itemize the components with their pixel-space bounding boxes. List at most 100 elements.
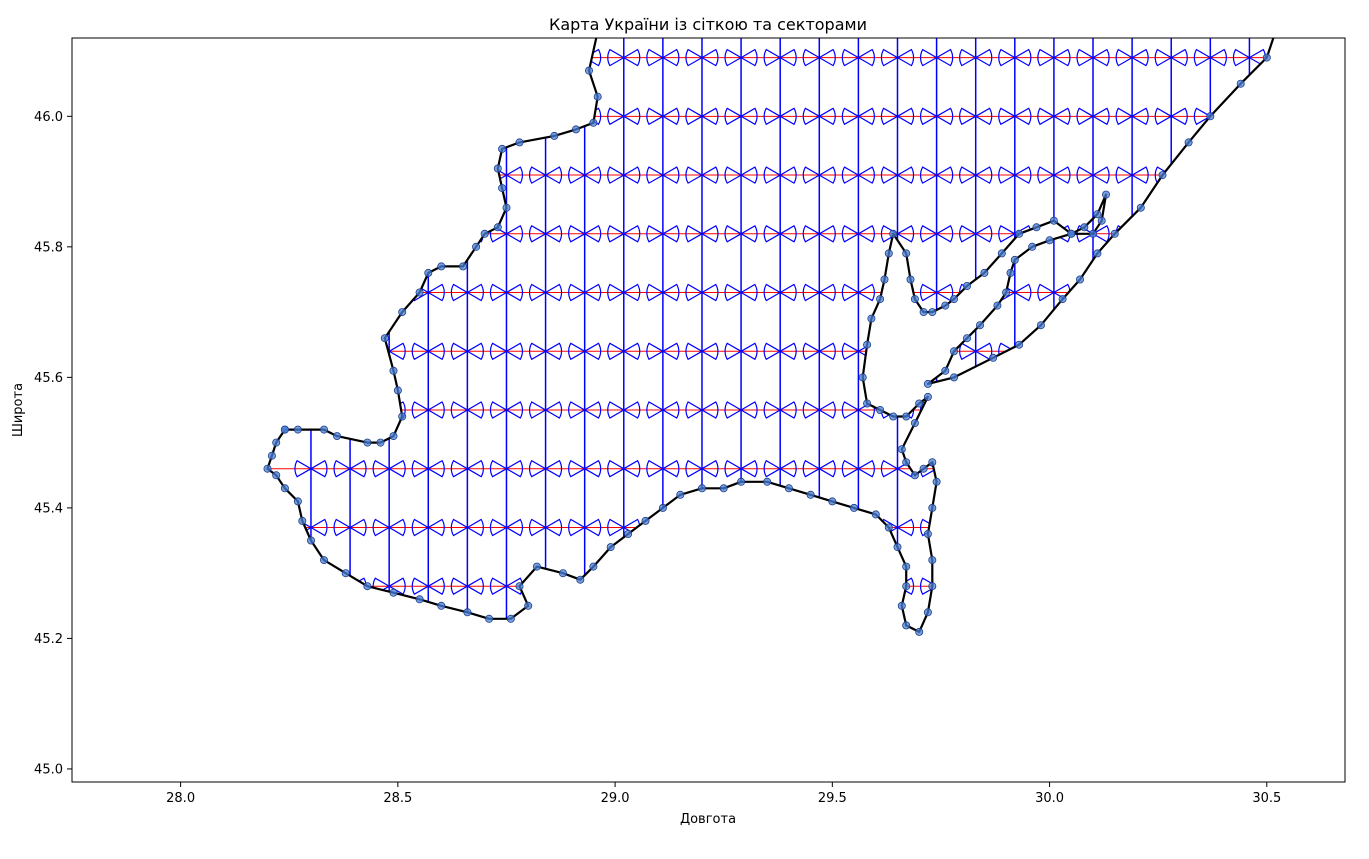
- sector-wedge: [1013, 283, 1032, 302]
- sector-wedge: [646, 107, 665, 126]
- boundary-point: [850, 503, 859, 512]
- sector-wedge: [607, 401, 626, 419]
- sector-wedge: [724, 48, 743, 67]
- boundary-point: [1010, 255, 1019, 264]
- sector-wedge: [646, 283, 665, 302]
- sector-wedge: [489, 283, 508, 302]
- sector-wedge: [1232, 48, 1251, 67]
- sector-wedge: [685, 342, 704, 361]
- sector-wedge: [919, 577, 938, 596]
- boundary-point: [506, 614, 515, 623]
- sector-wedge: [1130, 107, 1149, 126]
- boundary-point: [1093, 210, 1102, 219]
- sector-wedge: [880, 107, 899, 126]
- sector-wedge: [739, 224, 758, 243]
- sector-wedge: [998, 107, 1017, 126]
- sector-wedge: [646, 401, 665, 419]
- sector-wedge: [544, 283, 563, 302]
- y-axis-label: Широта: [11, 383, 26, 437]
- boundary-point: [871, 510, 880, 519]
- boundary-point: [902, 621, 911, 630]
- boundary-point: [593, 92, 602, 101]
- boundary-point: [963, 334, 972, 343]
- sector-wedge: [998, 224, 1017, 243]
- sector-wedge: [739, 166, 758, 184]
- y-tick-label: 46.0: [34, 110, 63, 125]
- sector-wedge: [802, 342, 821, 361]
- boundary-point: [437, 601, 446, 610]
- sector-wedge: [427, 459, 445, 478]
- sector-wedge: [857, 283, 875, 302]
- sector-wedge: [880, 166, 899, 184]
- sector-wedge: [489, 459, 508, 478]
- sector-wedge: [568, 401, 586, 419]
- boundary-point: [293, 497, 302, 506]
- sector-wedge: [333, 518, 352, 537]
- boundary-point: [902, 249, 911, 258]
- sector-wedge: [763, 107, 782, 126]
- boundary-point: [1076, 275, 1085, 284]
- sector-wedge: [1091, 107, 1110, 126]
- boundary-point: [923, 530, 932, 539]
- sector-wedge: [528, 518, 547, 537]
- boundary-point: [589, 118, 598, 127]
- sector-wedge: [841, 283, 860, 302]
- boundary-point: [493, 164, 502, 173]
- sector-wedge: [1209, 48, 1227, 67]
- sector-wedge: [607, 459, 626, 478]
- sector-wedge: [661, 224, 680, 243]
- boundary-point: [893, 543, 902, 552]
- boundary-point: [950, 295, 959, 304]
- sector-wedge: [466, 401, 484, 419]
- sector-wedge: [646, 48, 665, 67]
- y-tick-label: 45.4: [34, 501, 63, 516]
- sector-wedge: [818, 459, 836, 478]
- sector-wedge: [959, 166, 977, 184]
- sector-wedge: [1154, 107, 1173, 126]
- boundary-point: [502, 203, 511, 212]
- sector-wedge: [583, 459, 602, 478]
- sector-wedge: [661, 401, 680, 419]
- sector-wedge: [724, 166, 743, 184]
- sector-wedge: [685, 283, 704, 302]
- boundary-point: [589, 562, 598, 571]
- sector-wedge: [880, 48, 899, 67]
- boundary-point: [1067, 229, 1076, 238]
- sector-wedge: [646, 166, 665, 184]
- sector-wedge: [607, 48, 626, 67]
- boundary-point: [884, 249, 893, 258]
- sector-wedge: [646, 342, 665, 361]
- sector-wedge: [427, 401, 445, 419]
- sector-wedge: [466, 518, 484, 537]
- boundary-point: [876, 405, 885, 414]
- boundary-point: [1032, 223, 1041, 232]
- boundary-point: [1015, 229, 1024, 238]
- boundary-point: [1028, 242, 1037, 251]
- sector-wedge: [974, 107, 993, 126]
- boundary-point: [389, 366, 398, 375]
- sector-wedge: [841, 48, 860, 67]
- sector-wedge: [411, 577, 430, 596]
- sector-wedge: [489, 342, 508, 361]
- boundary-point: [319, 556, 328, 565]
- sector-wedge: [466, 342, 484, 361]
- sector-wedge: [646, 459, 665, 478]
- sector-wedge: [568, 224, 586, 243]
- boundary-point: [763, 477, 772, 486]
- sector-wedge: [583, 401, 602, 419]
- boundary-point: [480, 229, 489, 238]
- sector-wedge: [544, 459, 563, 478]
- sector-wedge: [568, 342, 586, 361]
- boundary-point: [498, 184, 507, 193]
- sector-wedge: [802, 107, 821, 126]
- sector-wedge: [427, 577, 445, 596]
- sector-wedge: [583, 166, 602, 184]
- y-tick-label: 45.8: [34, 240, 63, 255]
- sector-wedge: [466, 459, 484, 478]
- boundary-point: [1089, 229, 1098, 238]
- sector-wedge: [450, 459, 469, 478]
- sector-wedge: [685, 48, 704, 67]
- boundary-point: [676, 490, 685, 499]
- sector-wedge: [505, 283, 524, 302]
- boundary-point: [910, 471, 919, 480]
